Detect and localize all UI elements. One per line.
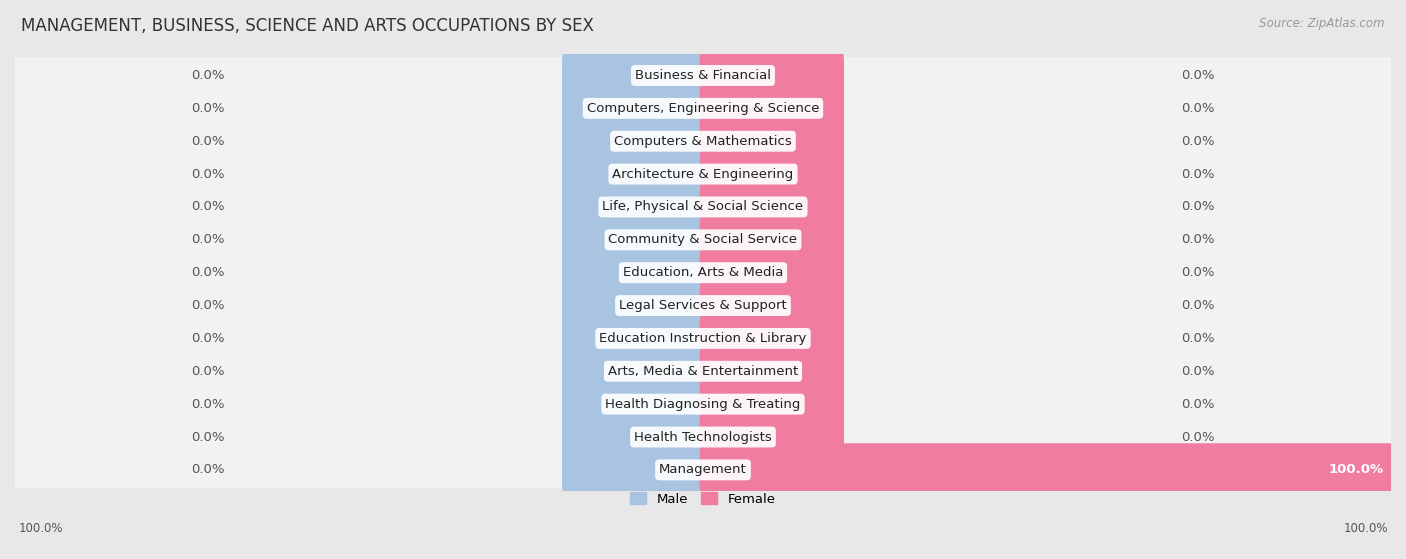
FancyBboxPatch shape	[14, 353, 1392, 390]
Text: Computers & Mathematics: Computers & Mathematics	[614, 135, 792, 148]
Text: 0.0%: 0.0%	[191, 430, 225, 443]
Text: 0.0%: 0.0%	[191, 102, 225, 115]
FancyBboxPatch shape	[700, 410, 844, 463]
Text: Health Technologists: Health Technologists	[634, 430, 772, 443]
FancyBboxPatch shape	[562, 148, 706, 201]
FancyBboxPatch shape	[14, 90, 1392, 126]
Text: 0.0%: 0.0%	[191, 332, 225, 345]
Text: Source: ZipAtlas.com: Source: ZipAtlas.com	[1260, 17, 1385, 30]
Text: 0.0%: 0.0%	[1181, 102, 1215, 115]
Text: 0.0%: 0.0%	[191, 365, 225, 378]
Text: Education, Arts & Media: Education, Arts & Media	[623, 266, 783, 279]
FancyBboxPatch shape	[700, 377, 844, 431]
Text: 0.0%: 0.0%	[191, 266, 225, 279]
Text: Management: Management	[659, 463, 747, 476]
FancyBboxPatch shape	[14, 386, 1392, 423]
Text: Arts, Media & Entertainment: Arts, Media & Entertainment	[607, 365, 799, 378]
FancyBboxPatch shape	[562, 115, 706, 168]
FancyBboxPatch shape	[700, 279, 844, 332]
FancyBboxPatch shape	[562, 82, 706, 135]
Text: Architecture & Engineering: Architecture & Engineering	[613, 168, 793, 181]
Text: 0.0%: 0.0%	[191, 299, 225, 312]
FancyBboxPatch shape	[700, 115, 844, 168]
Text: 100.0%: 100.0%	[1329, 463, 1384, 476]
FancyBboxPatch shape	[14, 254, 1392, 291]
Text: 0.0%: 0.0%	[191, 397, 225, 411]
FancyBboxPatch shape	[14, 221, 1392, 258]
Text: Life, Physical & Social Science: Life, Physical & Social Science	[602, 201, 804, 214]
Text: MANAGEMENT, BUSINESS, SCIENCE AND ARTS OCCUPATIONS BY SEX: MANAGEMENT, BUSINESS, SCIENCE AND ARTS O…	[21, 17, 593, 35]
Text: 100.0%: 100.0%	[1343, 522, 1388, 535]
FancyBboxPatch shape	[562, 345, 706, 398]
FancyBboxPatch shape	[700, 443, 1395, 496]
FancyBboxPatch shape	[700, 213, 844, 267]
FancyBboxPatch shape	[700, 148, 844, 201]
Text: 0.0%: 0.0%	[191, 168, 225, 181]
Text: 0.0%: 0.0%	[191, 135, 225, 148]
FancyBboxPatch shape	[562, 181, 706, 234]
FancyBboxPatch shape	[700, 82, 844, 135]
FancyBboxPatch shape	[562, 279, 706, 332]
Text: 0.0%: 0.0%	[191, 69, 225, 82]
FancyBboxPatch shape	[562, 213, 706, 267]
Text: 0.0%: 0.0%	[1181, 69, 1215, 82]
Legend: Male, Female: Male, Female	[626, 487, 780, 511]
FancyBboxPatch shape	[14, 189, 1392, 225]
Text: 0.0%: 0.0%	[1181, 266, 1215, 279]
FancyBboxPatch shape	[14, 123, 1392, 159]
Text: 0.0%: 0.0%	[191, 201, 225, 214]
FancyBboxPatch shape	[700, 181, 844, 234]
Text: 100.0%: 100.0%	[18, 522, 63, 535]
Text: 0.0%: 0.0%	[1181, 135, 1215, 148]
FancyBboxPatch shape	[14, 287, 1392, 324]
Text: 0.0%: 0.0%	[1181, 233, 1215, 247]
FancyBboxPatch shape	[700, 246, 844, 299]
FancyBboxPatch shape	[562, 410, 706, 463]
FancyBboxPatch shape	[700, 312, 844, 365]
FancyBboxPatch shape	[562, 312, 706, 365]
Text: 0.0%: 0.0%	[191, 463, 225, 476]
Text: 0.0%: 0.0%	[1181, 332, 1215, 345]
FancyBboxPatch shape	[700, 345, 844, 398]
Text: Community & Social Service: Community & Social Service	[609, 233, 797, 247]
Text: Education Instruction & Library: Education Instruction & Library	[599, 332, 807, 345]
Text: 0.0%: 0.0%	[1181, 168, 1215, 181]
FancyBboxPatch shape	[14, 156, 1392, 192]
Text: 0.0%: 0.0%	[1181, 430, 1215, 443]
Text: Computers, Engineering & Science: Computers, Engineering & Science	[586, 102, 820, 115]
FancyBboxPatch shape	[14, 452, 1392, 488]
FancyBboxPatch shape	[562, 49, 706, 102]
FancyBboxPatch shape	[14, 320, 1392, 357]
FancyBboxPatch shape	[562, 246, 706, 299]
Text: 0.0%: 0.0%	[1181, 299, 1215, 312]
Text: 0.0%: 0.0%	[191, 233, 225, 247]
Text: Health Diagnosing & Treating: Health Diagnosing & Treating	[606, 397, 800, 411]
FancyBboxPatch shape	[14, 57, 1392, 94]
Text: 0.0%: 0.0%	[1181, 397, 1215, 411]
Text: Legal Services & Support: Legal Services & Support	[619, 299, 787, 312]
FancyBboxPatch shape	[562, 377, 706, 431]
Text: 0.0%: 0.0%	[1181, 201, 1215, 214]
FancyBboxPatch shape	[700, 49, 844, 102]
Text: Business & Financial: Business & Financial	[636, 69, 770, 82]
FancyBboxPatch shape	[14, 419, 1392, 455]
Text: 0.0%: 0.0%	[1181, 365, 1215, 378]
FancyBboxPatch shape	[562, 443, 706, 496]
